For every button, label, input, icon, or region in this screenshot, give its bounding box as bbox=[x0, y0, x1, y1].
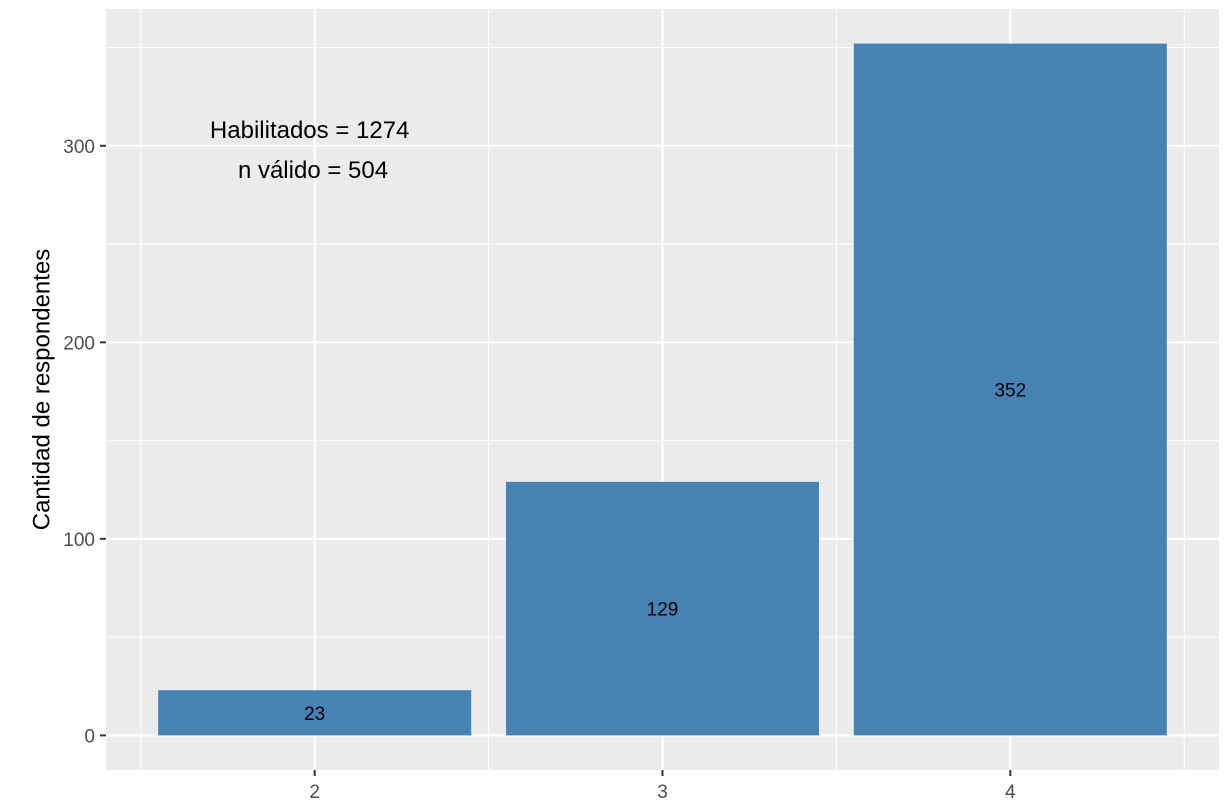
bar bbox=[158, 690, 472, 736]
annotation-line-n-valido: n válido = 504 bbox=[238, 157, 388, 184]
bar-data-label: 352 bbox=[994, 381, 1026, 402]
x-tick-label: 2 bbox=[309, 782, 320, 803]
x-tick-label: 3 bbox=[657, 782, 668, 803]
annotation-text: Habilitados = 1274 n válido = 504 bbox=[210, 117, 416, 184]
y-tick-label: 300 bbox=[63, 137, 95, 158]
y-axis-title: Cantidad de respondentes bbox=[28, 249, 55, 531]
bar-data-label: 23 bbox=[304, 704, 325, 725]
bar-labels: 23 129 352 bbox=[304, 381, 1026, 725]
y-tick-label: 200 bbox=[63, 333, 95, 354]
bar-data-label: 129 bbox=[647, 600, 679, 621]
y-axis: 0 100 200 300 bbox=[63, 137, 106, 747]
annotation-line-habilitados: Habilitados = 1274 bbox=[210, 117, 409, 144]
y-tick-label: 100 bbox=[63, 530, 95, 551]
bar bbox=[505, 481, 820, 736]
bars bbox=[158, 43, 1167, 736]
bar bbox=[853, 43, 1167, 736]
y-tick-label: 0 bbox=[84, 726, 95, 747]
x-axis: 2 3 4 bbox=[309, 770, 1016, 803]
x-tick-label: 4 bbox=[1005, 782, 1016, 803]
